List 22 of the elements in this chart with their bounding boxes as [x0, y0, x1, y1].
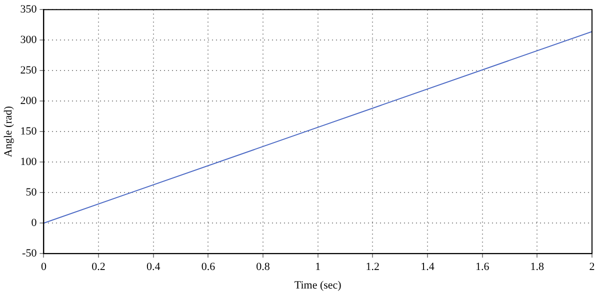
y-tick-label: 0: [31, 216, 38, 229]
x-tick-label: 0.8: [256, 261, 270, 274]
x-tick-label: 1.6: [475, 261, 490, 274]
x-tick-label: 1.2: [366, 261, 380, 274]
y-tick-label: 100: [20, 156, 38, 168]
x-tick-label: 1: [315, 261, 321, 274]
y-tick-label: 50: [26, 186, 38, 198]
x-tick-label: 2: [589, 261, 595, 274]
x-tick-label: 0.4: [146, 261, 161, 274]
y-axis-title: Angle (rad): [2, 106, 14, 158]
x-tick-label: 1.8: [530, 261, 545, 274]
x-tick-label: 0.2: [92, 261, 106, 274]
x-tick-label: 0: [40, 261, 47, 274]
x-axis-title: Time (sec): [294, 279, 342, 292]
y-tick-label: 150: [20, 125, 38, 138]
y-tick-label: 250: [20, 64, 38, 76]
y-tick-label: 200: [20, 94, 38, 107]
x-tick-label: 1.4: [420, 261, 435, 274]
x-tick-label: 0.6: [201, 261, 216, 274]
y-tick-label: -50: [22, 247, 38, 260]
y-tick-label: 350: [20, 3, 38, 16]
y-tick-label: 300: [20, 34, 38, 46]
